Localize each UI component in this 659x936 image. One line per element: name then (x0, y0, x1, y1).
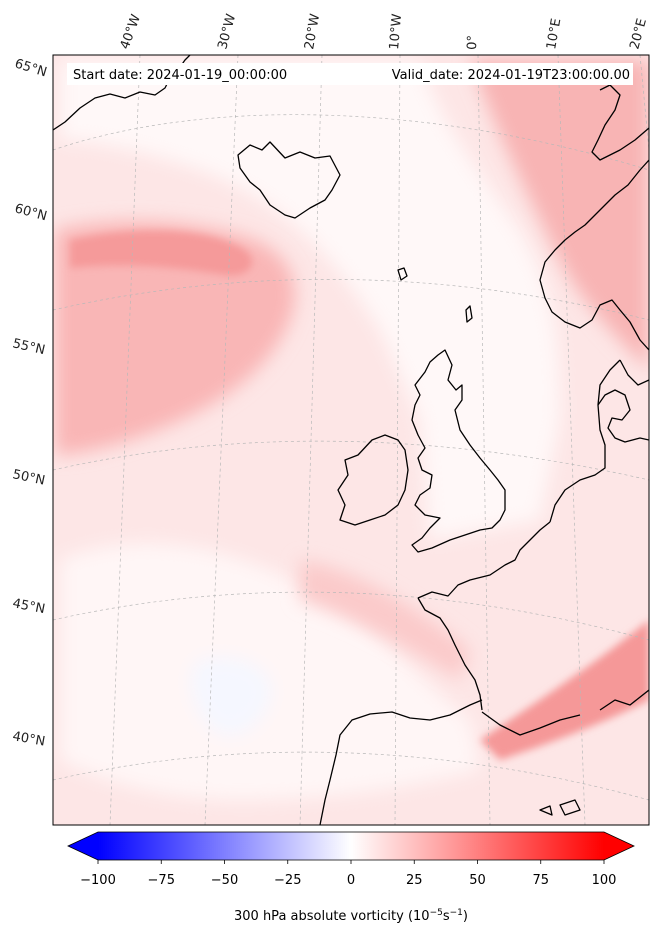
lon-label-20w: 20°W (302, 13, 323, 51)
parallel-45n (53, 591, 649, 641)
colorbar-tick-label: 75 (532, 873, 549, 888)
lon-label-40w: 40°W (118, 12, 144, 51)
colorbar-tick-labels: −100 −75 −50 −25 0 25 50 75 100 (80, 873, 616, 888)
latitude-labels: 65°N 60°N 55°N 50°N 45°N 40°N (11, 56, 48, 749)
italy-coast (599, 689, 649, 711)
colorbar-tick-label: 100 (592, 873, 617, 888)
meridian-20e (639, 55, 649, 151)
lon-label-20e: 20°E (627, 17, 650, 51)
meridian-30w (204, 55, 239, 825)
map-panel (53, 55, 649, 825)
valid-date-label: Valid_date: 2024-01-19T23:00:00.00 (392, 68, 630, 83)
date-header: Start date: 2024-01-19_00:00:00 Valid_da… (67, 63, 633, 85)
lon-label-10w: 10°W (387, 13, 405, 50)
colorbar-title: 300 hPa absolute vorticity (10−5s−1) (234, 908, 468, 924)
norway-coast (539, 159, 649, 351)
colorbar-tick-label: −25 (274, 873, 301, 888)
parallel-60n (53, 114, 649, 171)
colorbar-extend-low (68, 832, 98, 860)
meridian-0 (477, 55, 491, 825)
colorbar-tick-label: 25 (406, 873, 423, 888)
denmark-coast (597, 389, 649, 443)
vorticity-streak-bay-of-biscay (300, 560, 470, 680)
colorbar-extend-high (604, 832, 634, 860)
vorticity-band-iberia (480, 620, 649, 760)
colorbar-tick-label: −100 (80, 873, 116, 888)
low-vorticity-band-north (60, 60, 560, 540)
france-coast (417, 521, 551, 711)
lat-label-50n: 50°N (11, 467, 46, 488)
lat-label-45n: 45°N (11, 596, 46, 617)
colorbar-gradient (98, 832, 604, 860)
parallel-40n (53, 751, 649, 801)
faroe-islands (397, 267, 408, 281)
longitude-labels: 40°W 30°W 20°W 10°W 0° 10°E 20°E (118, 12, 650, 51)
meridian-20w (299, 55, 323, 825)
coastlines (53, 55, 649, 825)
colorbar: −100 −75 −50 −25 0 25 50 75 100 300 hPa … (67, 831, 635, 924)
shetland-islands (465, 305, 473, 323)
vorticity-band-scandinavia (470, 60, 649, 370)
vorticity-field (55, 60, 649, 800)
iberia-med-coast (481, 711, 581, 816)
parallel-55n (53, 279, 649, 321)
meridian-10e (557, 55, 586, 825)
start-date-label: Start date: 2024-01-19_00:00:00 (73, 68, 287, 83)
lat-label-40n: 40°N (11, 729, 46, 749)
vorticity-maximum-west (55, 221, 295, 455)
colorbar-tick-label: −75 (148, 873, 175, 888)
map-frame (52, 54, 650, 826)
iceland-coast (237, 141, 341, 219)
norway-north-coast (591, 84, 649, 161)
slight-negative-patch (190, 657, 272, 736)
lat-label-60n: 60°N (13, 201, 49, 224)
iberia-coast (319, 699, 483, 825)
ireland-coast (337, 434, 409, 526)
lat-label-55n: 55°N (11, 336, 46, 358)
lon-label-0: 0° (465, 35, 481, 50)
low-vorticity-band-south (60, 543, 480, 800)
colorbar-tick-label: 0 (347, 873, 355, 888)
lon-label-30w: 30°W (215, 12, 239, 51)
great-britain-coast (411, 349, 506, 553)
date-header-background (67, 63, 633, 85)
parallel-50n (53, 440, 649, 481)
low-countries-germany-coast (549, 359, 621, 523)
colorbar-tick-label: 50 (469, 873, 486, 888)
meridian-40w (109, 55, 141, 825)
lat-label-65n: 65°N (13, 56, 49, 80)
sweden-baltic-coast (619, 359, 649, 386)
vorticity-maximum-core (70, 230, 253, 276)
colorbar-ticks (97, 860, 605, 864)
lon-label-10e: 10°E (544, 17, 564, 50)
colorbar-tick-label: −50 (211, 873, 238, 888)
